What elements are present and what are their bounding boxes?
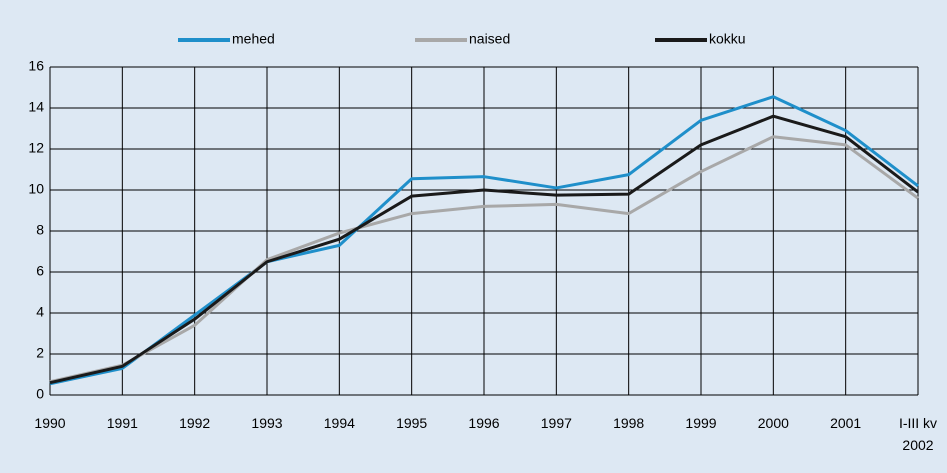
y-tick-label: 4 <box>36 304 44 320</box>
legend-label: naised <box>469 31 510 47</box>
y-tick-label: 2 <box>36 345 44 361</box>
y-tick-label: 8 <box>36 222 44 238</box>
x-tick-label: 1998 <box>613 415 645 431</box>
y-tick-label: 12 <box>28 140 44 156</box>
x-tick-label: 1999 <box>685 415 717 431</box>
y-tick-label: 14 <box>28 99 44 115</box>
series-line <box>49 114 919 385</box>
x-tick-label: 1996 <box>468 415 500 431</box>
x-tick-label: 1992 <box>179 415 211 431</box>
legend-label: kokku <box>709 31 746 47</box>
series-line <box>49 135 919 384</box>
x-tick-label: 1994 <box>323 415 355 431</box>
y-tick-label: 16 <box>28 58 44 74</box>
x-tick-label: 1993 <box>251 415 283 431</box>
y-tick-label: 10 <box>28 181 44 197</box>
x-tick-label: I-III kv 2002 <box>898 415 938 453</box>
series-line <box>49 95 919 386</box>
y-tick-label: 6 <box>36 263 44 279</box>
y-tick-label: 0 <box>36 386 44 402</box>
legend-label: mehed <box>232 31 275 47</box>
x-tick-label: 1997 <box>540 415 572 431</box>
x-tick-label: 2001 <box>830 415 862 431</box>
x-tick-label: 1995 <box>396 415 428 431</box>
x-tick-label: 1991 <box>106 415 138 431</box>
x-tick-label: 1990 <box>34 415 66 431</box>
x-tick-label: 2000 <box>757 415 789 431</box>
